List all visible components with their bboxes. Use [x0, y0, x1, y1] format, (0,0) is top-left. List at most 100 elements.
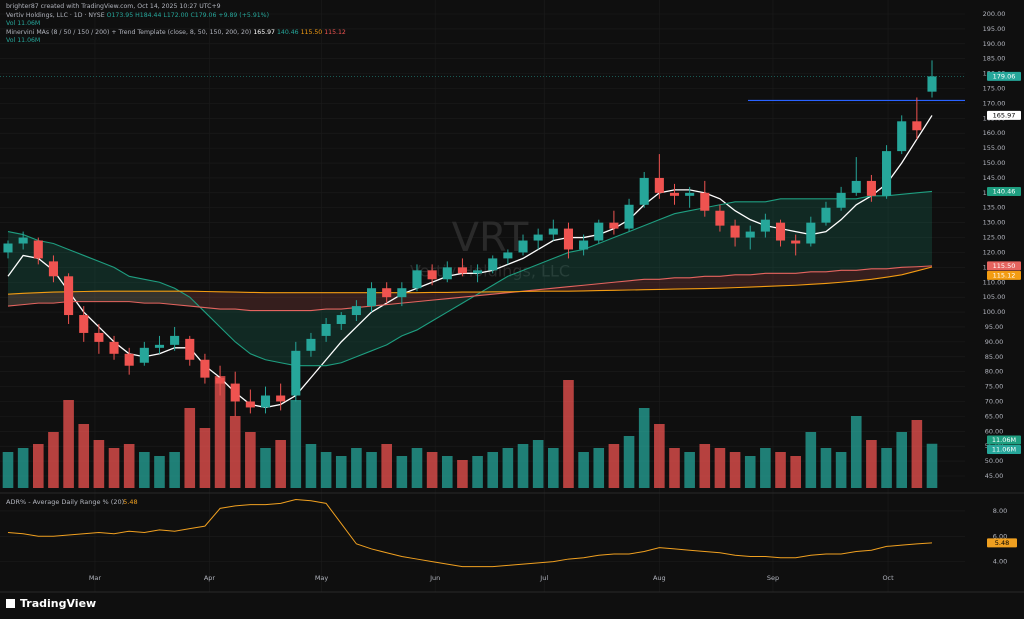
volume-bar: [532, 440, 544, 488]
ma-label-bg: [987, 110, 1021, 120]
candle-body: [700, 192, 710, 211]
volume-bar: [48, 432, 59, 488]
ma-label: 115.50: [993, 262, 1016, 270]
volume-bar: [608, 444, 620, 488]
candle-body: [882, 151, 892, 196]
volume-bar: [93, 440, 105, 488]
ma-line: [7, 190, 933, 367]
candle-body: [79, 315, 89, 333]
volume-bar: [245, 432, 256, 488]
volume-bar: [593, 448, 605, 488]
candle-body: [503, 252, 513, 259]
volume-bar: [548, 448, 559, 488]
volume-bar: [472, 456, 483, 488]
y-tick-label: 125.00: [983, 234, 1006, 242]
adr-value: 5.48: [123, 498, 137, 506]
y-tick-label: 110.00: [983, 278, 1006, 286]
volume-bar: [366, 452, 377, 488]
candle-body: [685, 192, 695, 196]
candle-body: [397, 288, 407, 298]
volume-bar: [881, 448, 892, 488]
y-tick-label: 155.00: [983, 144, 1006, 152]
volume-bar: [63, 400, 74, 488]
candle-body: [306, 338, 316, 351]
y-tick-label: 85.00: [985, 353, 1004, 361]
volume-bar: [835, 452, 847, 488]
candle-body: [170, 335, 180, 345]
volume-label: 11.06M: [992, 436, 1016, 444]
y-tick-label: 135.00: [983, 204, 1006, 212]
volume-bar: [2, 452, 14, 488]
ma-label-bg: [987, 261, 1021, 271]
volume-bar: [502, 448, 514, 488]
ma-label: 140.46: [993, 187, 1016, 195]
volume-bar: [517, 444, 529, 488]
adr-title: ADR% - Average Daily Range % (20): [6, 498, 124, 506]
volume-bar: [654, 424, 665, 488]
ma-band: [8, 191, 932, 366]
y-tick-label: 150.00: [983, 159, 1006, 167]
y-tick-label: 8.00: [993, 507, 1007, 515]
volume-bar: [139, 452, 150, 488]
candle-body: [609, 222, 619, 229]
symbol: Vertiv Holdings, LLC · 1D · NYSE: [6, 11, 105, 19]
y-tick-label: 70.00: [985, 397, 1004, 405]
candle-body: [821, 207, 831, 223]
volume-bar: [396, 456, 408, 488]
volume-bar: [320, 452, 332, 488]
volume-bar: [623, 436, 635, 488]
close-label-bg: [987, 71, 1021, 81]
candle-body: [806, 222, 816, 244]
volume-bar: [790, 456, 801, 488]
y-tick-label: 4.00: [993, 558, 1007, 566]
candle-body: [579, 240, 589, 250]
volume-bar: [17, 448, 29, 488]
x-tick-label: Oct: [882, 574, 894, 582]
y-tick-label: 6.00: [993, 532, 1007, 540]
candle-body: [836, 192, 846, 208]
y-tick-label: 190.00: [983, 40, 1006, 48]
candle-body: [200, 359, 210, 378]
candle-body: [442, 267, 452, 280]
candle-body: [897, 121, 907, 152]
candle-body: [382, 288, 392, 298]
volume-bar: [32, 444, 44, 488]
candle-body: [548, 228, 558, 235]
candle-body: [351, 306, 361, 316]
y-tick-label: 145.00: [983, 174, 1006, 182]
x-tick-label: May: [315, 574, 329, 582]
y-tick-label: 65.00: [985, 412, 1004, 420]
candle-body: [730, 225, 740, 238]
volume-bar: [775, 452, 786, 488]
ohlc: O173.95 H184.44 L172.00 C179.06 +9.89 (+…: [106, 11, 269, 19]
x-tick-label: Jul: [539, 574, 548, 582]
candle-body: [154, 344, 165, 348]
volume-bar: [684, 452, 695, 488]
candle-body: [912, 121, 922, 131]
volume-bar: [381, 444, 392, 488]
ma-value: 115.50: [300, 28, 323, 36]
volume-bar: [290, 400, 302, 488]
volume-bar: [441, 456, 453, 488]
candle-body: [139, 347, 149, 363]
candle-body: [639, 177, 649, 205]
volume-bar: [866, 440, 877, 488]
close-label: 179.06: [993, 72, 1016, 80]
ma-line: [7, 266, 933, 295]
volume-bar: [926, 443, 938, 488]
candle-body: [18, 237, 28, 244]
ma-row: Minervini MAs (8 / 50 / 150 / 200) + Tre…: [6, 29, 346, 38]
volume-label: 11.06M: [992, 446, 1016, 454]
y-tick-label: 170.00: [983, 99, 1006, 107]
volume-bar: [911, 420, 923, 488]
candle-body: [366, 288, 377, 307]
y-tick-label: 90.00: [985, 338, 1004, 346]
volume-bar: [457, 460, 468, 488]
creator: brighter87 created with TradingView.com,…: [6, 3, 221, 10]
y-tick-label: 60.00: [985, 427, 1004, 435]
ma-name: Minervini MAs (8 / 50 / 150 / 200) + Tre…: [6, 28, 252, 36]
watermark: VRT: [452, 215, 529, 261]
vol: Vol 11.06M: [6, 37, 41, 45]
